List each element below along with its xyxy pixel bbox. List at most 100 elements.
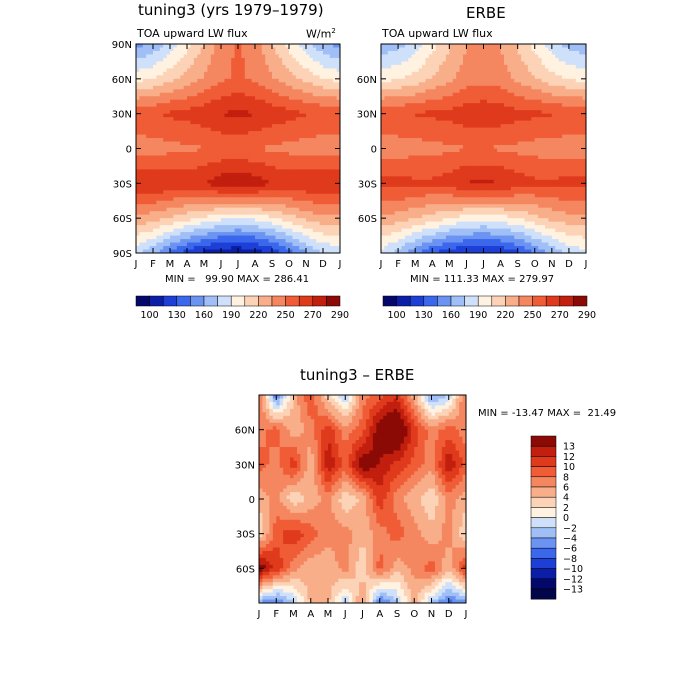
heatmap-cell	[312, 106, 317, 111]
heatmap-cell	[415, 85, 420, 90]
heatmap-cell	[517, 75, 522, 80]
heatmap-cell	[292, 64, 297, 69]
heatmap-cell	[207, 162, 212, 167]
heatmap-cell	[538, 92, 543, 97]
heatmap-cell	[149, 131, 154, 136]
heatmap-cell	[255, 54, 259, 59]
heatmap-cell	[541, 68, 546, 73]
heatmap-cell	[258, 89, 263, 94]
heatmap-cell	[312, 134, 317, 139]
heatmap-cell	[278, 82, 283, 87]
heatmap-cell	[227, 113, 232, 118]
heatmap-cell	[278, 204, 283, 209]
heatmap-cell	[521, 89, 526, 94]
heatmap-cell	[173, 64, 178, 69]
heatmap-cell	[153, 186, 157, 191]
heatmap-cell	[326, 75, 331, 80]
heatmap-cell	[153, 64, 157, 69]
heatmap-cell	[398, 99, 403, 104]
heatmap-cell	[333, 155, 338, 160]
heatmap-cell	[142, 92, 147, 97]
heatmap-cell	[248, 92, 253, 97]
heatmap-cell	[442, 47, 447, 52]
heatmap-cell	[425, 57, 430, 63]
heatmap-cell	[193, 151, 198, 157]
heatmap-cell	[153, 151, 157, 157]
heatmap-cell	[306, 96, 310, 101]
heatmap-cell	[452, 89, 457, 94]
heatmap-cell	[527, 47, 532, 52]
heatmap-cell	[153, 47, 157, 52]
heatmap-cell	[183, 225, 188, 230]
heatmap-cell	[193, 96, 198, 101]
heatmap-cell	[193, 228, 198, 233]
heatmap-cell	[473, 85, 478, 90]
heatmap-cell	[187, 61, 191, 66]
heatmap-cell	[521, 71, 526, 76]
heatmap-cell	[272, 162, 276, 167]
heatmap-cell	[302, 179, 307, 184]
heatmap-cell	[193, 162, 198, 167]
heatmap-cell	[204, 145, 208, 150]
heatmap-cell	[302, 47, 307, 52]
heatmap-cell	[183, 103, 188, 108]
heatmap-cell	[261, 165, 266, 170]
heatmap-cell	[142, 186, 147, 191]
heatmap-cell	[282, 44, 287, 49]
heatmap-cell	[295, 50, 300, 56]
heatmap-cell	[319, 61, 324, 66]
heatmap-cell	[384, 120, 389, 125]
heatmap-cell	[251, 99, 256, 104]
heatmap-cell	[323, 82, 327, 87]
heatmap-cell	[265, 218, 270, 223]
heatmap-cell	[329, 239, 334, 244]
heatmap-cell	[289, 158, 293, 164]
heatmap-cell	[295, 186, 300, 191]
heatmap-cell	[289, 249, 293, 253]
heatmap-cell	[329, 103, 334, 108]
heatmap-cell	[153, 113, 157, 118]
heatmap-cell	[258, 127, 263, 132]
heatmap-cell	[255, 148, 259, 153]
heatmap-cell	[197, 61, 202, 66]
heatmap-cell	[507, 44, 512, 49]
heatmap-cell	[422, 96, 427, 101]
heatmap-cell	[411, 85, 416, 90]
heatmap-cell	[136, 179, 140, 184]
heatmap-cell	[227, 151, 232, 157]
heatmap-cell	[391, 120, 396, 125]
heatmap-cell	[163, 225, 168, 230]
heatmap-cell	[504, 78, 509, 83]
heatmap-cell	[217, 249, 222, 253]
heatmap-cell	[193, 124, 198, 129]
heatmap-cell	[159, 207, 164, 212]
heatmap-cell	[183, 134, 188, 139]
heatmap-cell	[527, 82, 532, 87]
heatmap-cell	[204, 214, 208, 219]
heatmap-cell	[299, 82, 304, 87]
heatmap-cell	[445, 96, 450, 101]
heatmap-cell	[241, 131, 246, 136]
heatmap-cell	[210, 110, 215, 115]
heatmap-cell	[531, 113, 536, 118]
heatmap-cell	[555, 50, 560, 56]
heatmap-cell	[268, 172, 273, 177]
heatmap-cell	[197, 99, 202, 104]
heatmap-cell	[483, 113, 488, 118]
heatmap-cell	[265, 162, 270, 167]
heatmap-cell	[401, 57, 406, 63]
heatmap-cell	[456, 82, 461, 87]
heatmap-cell	[170, 44, 174, 49]
heatmap-cell	[302, 68, 307, 73]
heatmap-cell	[268, 218, 273, 223]
heatmap-cell	[551, 106, 556, 111]
heatmap-cell	[521, 64, 526, 69]
heatmap-cell	[562, 71, 567, 76]
heatmap-cell	[456, 85, 461, 90]
heatmap-cell	[524, 106, 529, 111]
heatmap-cell	[333, 162, 338, 167]
heatmap-cell	[166, 127, 171, 132]
heatmap-cell	[193, 89, 198, 94]
heatmap-cell	[238, 183, 242, 188]
heatmap-cell	[258, 148, 263, 153]
